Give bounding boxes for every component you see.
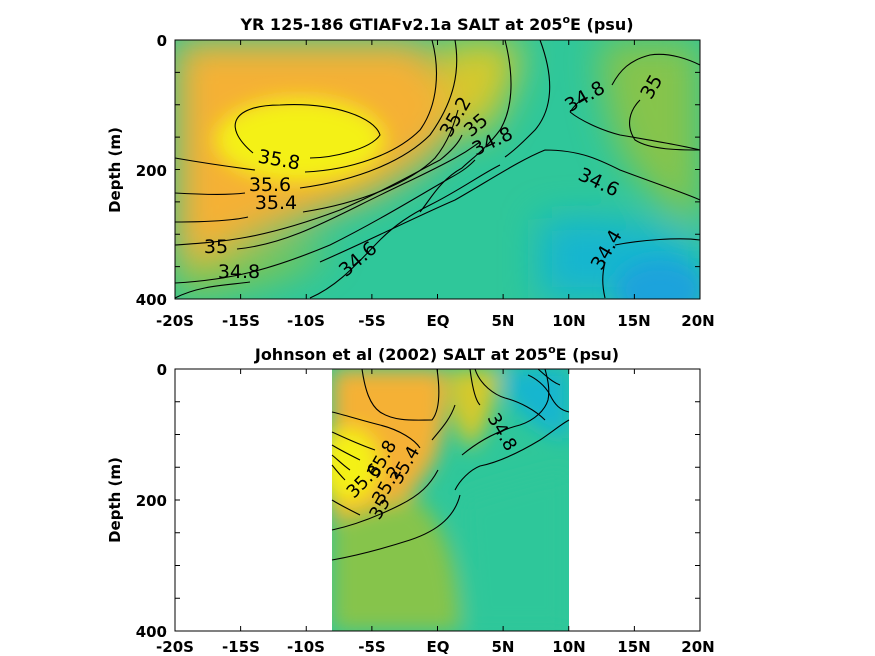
x-tick-label: 5N xyxy=(492,638,515,656)
panel-top-y-axis-label: Depth (m) xyxy=(106,127,124,213)
x-tick-label: -20S xyxy=(156,638,194,656)
panel-bottom-x-tick-labels: -20S -15S -10S -5S EQ 5N 10N 15N 20N xyxy=(156,638,715,656)
y-tick-label: 0 xyxy=(157,32,167,50)
panel-top-x-tick-labels: -20S -15S -10S -5S EQ 5N 10N 15N 20N xyxy=(156,312,715,330)
contour-label: 35.4 xyxy=(255,192,297,214)
panel-bottom-y-tick-labels: 0 200 400 xyxy=(136,361,167,641)
panel-bottom-ticks xyxy=(174,368,701,632)
panel-bottom-contours xyxy=(331,368,570,561)
x-tick-label: 10N xyxy=(552,312,585,330)
contour-label: 35 xyxy=(204,236,228,258)
panel-bottom: Johnson et al (2002) SALT at 205oE (psu) xyxy=(106,343,715,656)
x-tick-label: -15S xyxy=(222,638,260,656)
x-tick-label: -10S xyxy=(287,312,325,330)
x-tick-label: EQ xyxy=(427,312,450,330)
y-tick-label: 200 xyxy=(136,492,167,510)
x-tick-label: 10N xyxy=(552,638,585,656)
x-tick-label: -15S xyxy=(222,312,260,330)
contour-label: 35.6 xyxy=(249,174,291,196)
y-tick-label: 400 xyxy=(136,623,167,641)
x-tick-label: -20S xyxy=(156,312,194,330)
y-tick-label: 400 xyxy=(136,291,167,309)
y-tick-label: 200 xyxy=(136,162,167,180)
contour-label: 34.8 xyxy=(218,261,260,283)
x-tick-label: -5S xyxy=(358,312,385,330)
x-tick-label: 15N xyxy=(617,638,650,656)
x-tick-label: EQ xyxy=(427,638,450,656)
panel-bottom-y-axis-label: Depth (m) xyxy=(106,457,124,543)
x-tick-label: 20N xyxy=(681,638,714,656)
panel-top: YR 125-186 GTIAFv2.1a SALT at 205oE (psu… xyxy=(106,13,715,330)
x-tick-label: -10S xyxy=(287,638,325,656)
x-tick-label: -5S xyxy=(358,638,385,656)
panel-bottom-title: Johnson et al (2002) SALT at 205oE (psu) xyxy=(254,343,619,364)
panel-top-contours xyxy=(174,39,701,299)
y-tick-label: 0 xyxy=(157,361,167,379)
x-tick-label: 20N xyxy=(681,312,714,330)
panel-top-y-tick-labels: 0 200 400 xyxy=(136,32,167,309)
x-tick-label: 5N xyxy=(492,312,515,330)
panel-bottom-colorfield xyxy=(332,369,569,631)
panel-top-ticks xyxy=(174,39,701,300)
x-tick-label: 15N xyxy=(617,312,650,330)
panel-top-title: YR 125-186 GTIAFv2.1a SALT at 205oE (psu… xyxy=(239,13,633,34)
